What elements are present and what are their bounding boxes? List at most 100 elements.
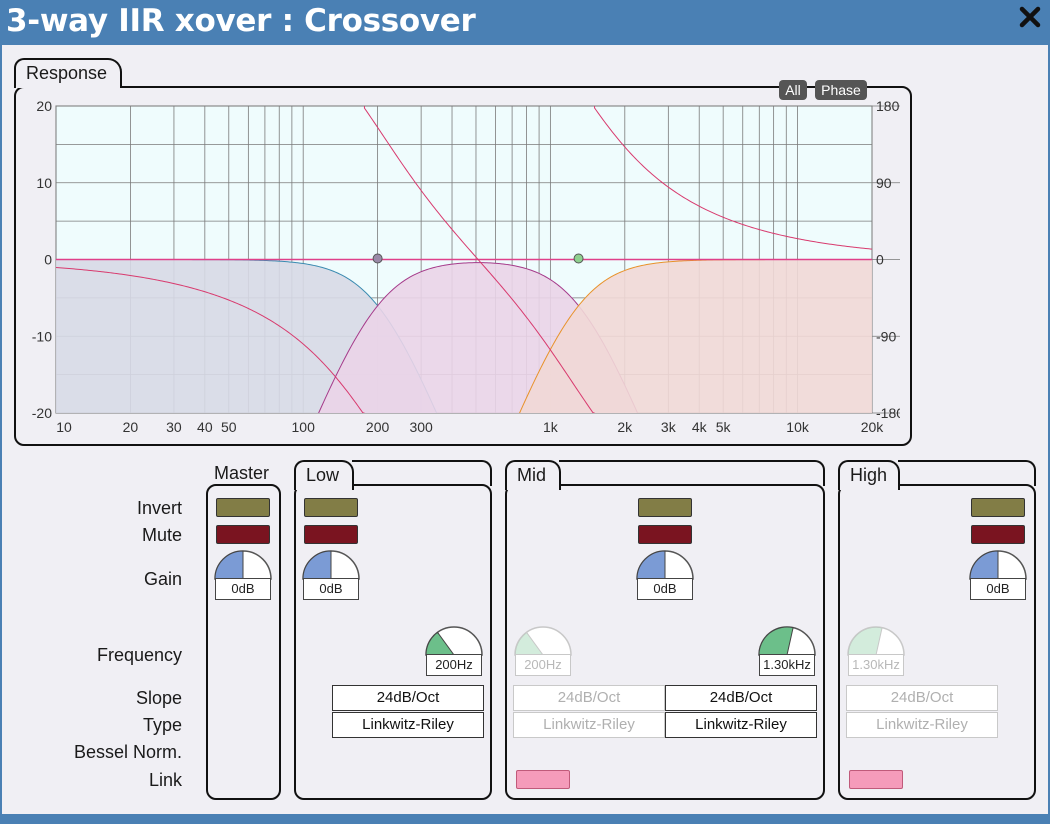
master-gain-value: 0dB	[215, 578, 271, 600]
x-tick-label: 4k	[692, 419, 708, 435]
response-frame	[14, 86, 912, 446]
mid-invert-toggle[interactable]	[638, 498, 692, 517]
window-title: 3-way IIR xover : Crossover	[6, 3, 476, 39]
low-tab-corner	[352, 460, 492, 486]
high-frequency-knob[interactable]: 1.30kHz	[846, 624, 906, 680]
x-tick-label: 20	[123, 419, 139, 435]
mid-high-type-select[interactable]: Linkwitz-Riley	[665, 712, 817, 738]
low-tab: Low	[294, 460, 354, 490]
mid-link-toggle[interactable]	[516, 770, 570, 789]
x-tick-label: 2k	[617, 419, 633, 435]
x-tick-label: 5k	[716, 419, 732, 435]
low-type-select[interactable]: Linkwitz-Riley	[332, 712, 484, 738]
mid-high-frequency-knob[interactable]: 1.30kHz	[757, 624, 817, 680]
y-tick-label: -20	[32, 405, 52, 421]
knob-fill	[636, 550, 666, 580]
invert-label: Invert	[136, 498, 182, 518]
y2-tick-label: 0	[876, 252, 884, 268]
mid-low-frequency-value: 200Hz	[515, 654, 571, 676]
low-gain-value: 0dB	[303, 578, 359, 600]
x-tick-label: 300	[409, 419, 433, 435]
x-tick-label: 20k	[861, 419, 885, 435]
crossover-marker-0[interactable]	[372, 253, 383, 264]
low-frame	[294, 484, 492, 800]
response-chart[interactable]: 20100-10-20180900-90-1801020304050100200…	[20, 100, 900, 440]
mid-gain-value: 0dB	[637, 578, 693, 600]
low-mute-toggle[interactable]	[304, 525, 358, 544]
x-tick-label: 30	[166, 419, 182, 435]
knob-fill	[214, 550, 244, 580]
master-gain-knob[interactable]: 0dB	[213, 548, 273, 604]
sum-phase-line	[56, 106, 872, 413]
master-tab: Master	[214, 463, 270, 483]
mid-low-slope-select[interactable]: 24dB/Oct	[513, 685, 665, 711]
y2-tick-label: -90	[876, 328, 896, 344]
high-link-toggle[interactable]	[849, 770, 903, 789]
low-gain-knob[interactable]: 0dB	[301, 548, 361, 604]
high-mute-toggle[interactable]	[971, 525, 1025, 544]
phase-button[interactable]: Phase	[815, 80, 867, 100]
low-frequency-knob[interactable]: 200Hz	[424, 624, 484, 680]
mid-low-frequency-knob[interactable]: 200Hz	[513, 624, 573, 680]
x-tick-label: 1k	[543, 419, 559, 435]
response-tab: Response	[14, 58, 122, 88]
bessel-label: Bessel Norm.	[73, 742, 182, 762]
type-label: Type	[142, 715, 182, 735]
master-invert-toggle[interactable]	[216, 498, 270, 517]
y-tick-label: -10	[32, 328, 52, 344]
all-button[interactable]: All	[779, 80, 807, 100]
knob-fill	[847, 626, 883, 656]
y2-tick-label: -180	[876, 405, 900, 421]
master-frame	[206, 484, 281, 800]
high-tab-corner	[898, 460, 1036, 486]
mid-high-slope-select[interactable]: 24dB/Oct	[665, 685, 817, 711]
x-tick-label: 3k	[661, 419, 677, 435]
high-gain-value: 0dB	[970, 578, 1026, 600]
mute-label: Mute	[141, 525, 182, 545]
gain-label: Gain	[143, 569, 182, 589]
x-tick-label: 10k	[786, 419, 810, 435]
mid-gain-knob[interactable]: 0dB	[635, 548, 695, 604]
high-slope-select[interactable]: 24dB/Oct	[846, 685, 998, 711]
mid-tab: Mid	[505, 460, 561, 490]
x-tick-label: 200	[366, 419, 390, 435]
high-frequency-value: 1.30kHz	[848, 654, 904, 676]
x-tick-label: 40	[197, 419, 213, 435]
knob-fill	[302, 550, 332, 580]
title-bar: 3-way IIR xover : Crossover	[2, 0, 1048, 45]
mid-mute-toggle[interactable]	[638, 525, 692, 544]
low-invert-toggle[interactable]	[304, 498, 358, 517]
high-invert-toggle[interactable]	[971, 498, 1025, 517]
y-tick-label: 20	[36, 100, 52, 114]
series-1-line	[318, 262, 639, 413]
high-gain-knob[interactable]: 0dB	[968, 548, 1028, 604]
x-tick-label: 50	[221, 419, 237, 435]
x-tick-label: 100	[292, 419, 316, 435]
y2-tick-label: 180	[876, 100, 900, 114]
y-tick-label: 0	[44, 252, 52, 268]
y-tick-label: 10	[36, 175, 52, 191]
mid-tab-corner	[559, 460, 825, 486]
high-frame	[838, 484, 1036, 800]
mid-low-type-select[interactable]: Linkwitz-Riley	[513, 712, 665, 738]
y2-tick-label: 90	[876, 175, 892, 191]
series-group	[56, 106, 872, 413]
crossover-marker-1[interactable]	[573, 253, 584, 264]
series-2-fill	[519, 259, 872, 413]
frequency-label: Frequency	[96, 645, 182, 665]
mid-high-frequency-value: 1.30kHz	[759, 654, 815, 676]
bottom-bar	[2, 814, 1048, 822]
knob-fill	[758, 626, 794, 656]
low-frequency-value: 200Hz	[426, 654, 482, 676]
close-icon[interactable]	[1018, 5, 1042, 29]
slope-label: Slope	[135, 688, 182, 708]
x-tick-label: 10	[56, 419, 72, 435]
low-slope-select[interactable]: 24dB/Oct	[332, 685, 484, 711]
master-mute-toggle[interactable]	[216, 525, 270, 544]
link-label: Link	[148, 770, 182, 790]
high-type-select[interactable]: Linkwitz-Riley	[846, 712, 998, 738]
knob-fill	[969, 550, 999, 580]
mid-frame	[505, 484, 825, 800]
high-tab: High	[838, 460, 900, 490]
